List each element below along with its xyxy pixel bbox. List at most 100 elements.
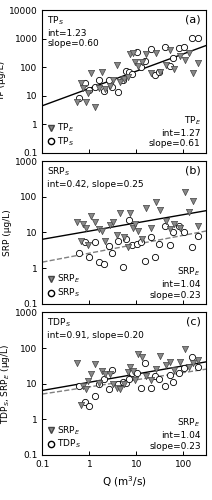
Point [178, 52, 182, 60]
Point [190, 352, 194, 360]
Point [134, 376, 137, 384]
Point [144, 50, 148, 58]
Y-axis label: TP (μg/L): TP (μg/L) [0, 62, 6, 102]
Point [88, 86, 91, 94]
Point [190, 244, 194, 252]
Point [177, 368, 181, 376]
Point [75, 98, 79, 106]
Point [196, 34, 199, 42]
Point [191, 358, 195, 366]
Point [88, 252, 91, 260]
Point [116, 380, 120, 388]
Point [79, 237, 82, 245]
Point [196, 232, 199, 240]
Point [168, 358, 172, 366]
Point [115, 384, 118, 392]
Point [104, 86, 107, 94]
Point [116, 88, 120, 96]
Point [134, 220, 137, 228]
Point [77, 94, 81, 102]
Point [158, 352, 162, 360]
Point [129, 50, 132, 58]
Point [122, 232, 126, 240]
Point [168, 62, 171, 70]
Point [82, 84, 85, 92]
Point [158, 375, 161, 383]
Point [97, 380, 101, 388]
Point [88, 402, 91, 409]
Point [104, 370, 107, 378]
Point [144, 204, 148, 212]
Point [164, 217, 167, 225]
Point [90, 212, 93, 220]
Point [154, 366, 158, 374]
Point [87, 377, 90, 385]
Point [115, 61, 118, 69]
Point [173, 366, 176, 374]
Point [111, 380, 115, 388]
Point [84, 224, 88, 232]
Point [131, 49, 135, 57]
Point [163, 382, 167, 390]
Point [150, 376, 153, 384]
Point [168, 224, 172, 232]
Point [154, 252, 157, 260]
Point [109, 222, 112, 230]
Point [144, 372, 148, 380]
Point [168, 242, 171, 250]
Point [93, 238, 96, 246]
Point [97, 380, 101, 388]
Point [116, 238, 120, 246]
Point [101, 368, 104, 376]
Point [139, 238, 142, 246]
Text: SRP$_E$
int=1.04
slope=0.23: SRP$_E$ int=1.04 slope=0.23 [149, 416, 201, 450]
Point [184, 345, 187, 353]
Point [197, 58, 200, 66]
Point [158, 68, 162, 76]
Point [144, 57, 147, 65]
Y-axis label: TDP$_S$, SRP$_E$ (μg/L): TDP$_S$, SRP$_E$ (μg/L) [0, 344, 12, 424]
Point [191, 70, 195, 78]
Point [79, 402, 82, 409]
Point [183, 364, 186, 372]
Point [158, 240, 161, 248]
Point [130, 70, 134, 78]
Point [183, 44, 186, 52]
Point [190, 34, 194, 42]
Point [173, 64, 176, 72]
Point [118, 210, 122, 218]
Point [154, 72, 157, 80]
Point [144, 359, 147, 367]
Legend: SRP$_E$, TDP$_S$: SRP$_E$, TDP$_S$ [45, 422, 82, 452]
Point [97, 76, 101, 84]
Point [184, 188, 187, 196]
Point [136, 48, 139, 56]
Point [111, 218, 115, 226]
Point [168, 46, 172, 54]
Text: TDP$_S$
int=0.91, slope=0.20: TDP$_S$ int=0.91, slope=0.20 [47, 316, 144, 340]
Point [109, 82, 112, 90]
Point [191, 196, 195, 204]
Point [128, 216, 131, 224]
Point [184, 56, 187, 64]
Point [121, 262, 124, 270]
Point [150, 69, 153, 77]
Point [121, 378, 124, 386]
Point [187, 208, 190, 216]
Point [172, 228, 175, 236]
Point [122, 75, 126, 83]
Point [83, 80, 86, 88]
Point [197, 356, 200, 364]
Text: SRP$_E$
int=1.04
slope=0.23: SRP$_E$ int=1.04 slope=0.23 [149, 266, 201, 300]
Text: TP$_S$
int=1.23
slope=0.60: TP$_S$ int=1.23 slope=0.60 [47, 14, 99, 48]
Point [79, 78, 82, 86]
Point [107, 242, 110, 250]
Point [177, 44, 181, 52]
Point [75, 218, 79, 226]
Point [178, 224, 182, 232]
Point [154, 49, 158, 57]
Point [124, 379, 128, 387]
Point [137, 350, 140, 358]
Point [111, 76, 115, 84]
Point [111, 366, 114, 374]
